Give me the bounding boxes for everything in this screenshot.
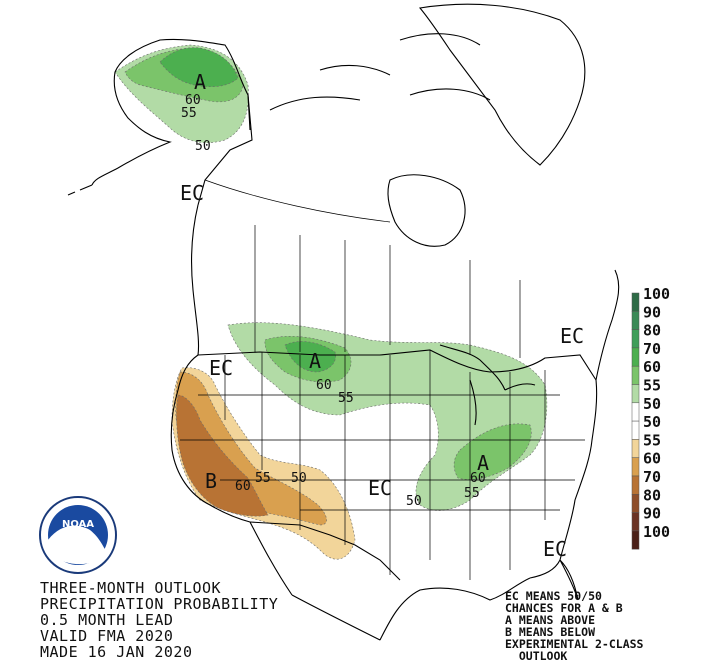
southwest-55-label: 55 xyxy=(255,471,271,486)
alaska-above-70-region xyxy=(159,47,239,88)
legend-value-label: 90 xyxy=(643,505,661,523)
legend-swatch xyxy=(631,329,640,349)
legend-value-label: 100 xyxy=(643,523,670,541)
legend-swatch xyxy=(631,512,640,532)
legend-value-label: 90 xyxy=(643,303,661,321)
legend-value-label: 100 xyxy=(643,285,670,303)
note-line-1: EC MEANS 50/50 xyxy=(505,589,602,603)
legend-swatch xyxy=(631,530,640,550)
legend-value-label: 50 xyxy=(643,395,661,413)
alaska-50-label: 50 xyxy=(195,139,211,154)
legend-swatch xyxy=(631,402,640,422)
southwest-60-label: 60 xyxy=(235,479,251,494)
south-central-ec-label: EC xyxy=(368,476,392,500)
legend-value-label: 60 xyxy=(643,450,661,468)
northern-plains-60-label: 60 xyxy=(316,378,332,393)
alaska-55-label: 55 xyxy=(181,106,197,121)
noaa-logo: NOAA xyxy=(39,496,117,574)
southwest-below-label: B xyxy=(205,469,217,493)
ohio-valley-above-60-region xyxy=(453,423,532,480)
noaa-logo-text: NOAA xyxy=(62,519,94,530)
northern-plains-above-label: A xyxy=(309,349,321,373)
legend-value-label: 50 xyxy=(643,413,661,431)
title-line-5: MADE 16 JAN 2020 xyxy=(40,643,193,661)
legend-value-label: 70 xyxy=(643,340,661,358)
southwest-below-70-region xyxy=(176,394,269,517)
note-line-2: CHANCES FOR A & B xyxy=(505,601,623,615)
note-line-3: A MEANS ABOVE xyxy=(505,613,596,627)
legend-value-label: 80 xyxy=(643,322,661,340)
title-line-4: VALID FMA 2020 xyxy=(40,627,174,645)
note-line-4: B MEANS BELOW xyxy=(505,625,596,639)
florida-ec-label: EC xyxy=(543,537,567,561)
legend-swatch xyxy=(631,384,640,404)
ohio-valley-55-label: 55 xyxy=(464,486,480,501)
title-line-2: PRECIPITATION PROBABILITY xyxy=(40,595,279,613)
legend-swatch xyxy=(631,420,640,440)
alaska-above-label: A xyxy=(194,70,206,94)
legend-swatch xyxy=(631,439,640,458)
legend-value-label: 80 xyxy=(643,486,661,504)
legend-swatch xyxy=(631,292,640,312)
southwest-50-label: 50 xyxy=(291,471,307,486)
northeast-ec-label: EC xyxy=(560,324,584,348)
coastline-and-borders xyxy=(67,3,620,641)
legend-swatch xyxy=(631,311,640,330)
note-line-6: OUTLOOK xyxy=(505,649,568,663)
title-line-1: THREE-MONTH OUTLOOK xyxy=(40,579,222,597)
note-line-5: EXPERIMENTAL 2-CLASS xyxy=(505,637,644,651)
legend-swatch xyxy=(631,365,640,385)
title-line-3: 0.5 MONTH LEAD xyxy=(40,611,174,629)
legend-swatch xyxy=(631,494,640,513)
legend-value-label: 60 xyxy=(643,358,661,376)
legend-value-label: 55 xyxy=(643,431,661,449)
northern-plains-55-label: 55 xyxy=(338,391,354,406)
alaska-ec-label: EC xyxy=(180,181,204,205)
legend-swatch xyxy=(631,457,640,477)
ohio-valley-above-label: A xyxy=(477,451,489,475)
legend-value-label: 70 xyxy=(643,468,661,486)
legend-swatch xyxy=(631,475,640,495)
south-central-50-label: 50 xyxy=(406,494,422,509)
legend-value-label: 55 xyxy=(643,377,661,395)
ohio-valley-60-label: 60 xyxy=(470,471,486,486)
alaska-60-label: 60 xyxy=(185,93,201,108)
northern-plains-above-70-region xyxy=(284,341,336,373)
contour-labels: A 60 55 50 EC A 60 55 EC B 60 55 50 EC 5… xyxy=(180,70,584,561)
legend-swatch xyxy=(631,347,640,367)
northwest-ec-label: EC xyxy=(209,356,233,380)
state-boundaries xyxy=(180,179,585,580)
